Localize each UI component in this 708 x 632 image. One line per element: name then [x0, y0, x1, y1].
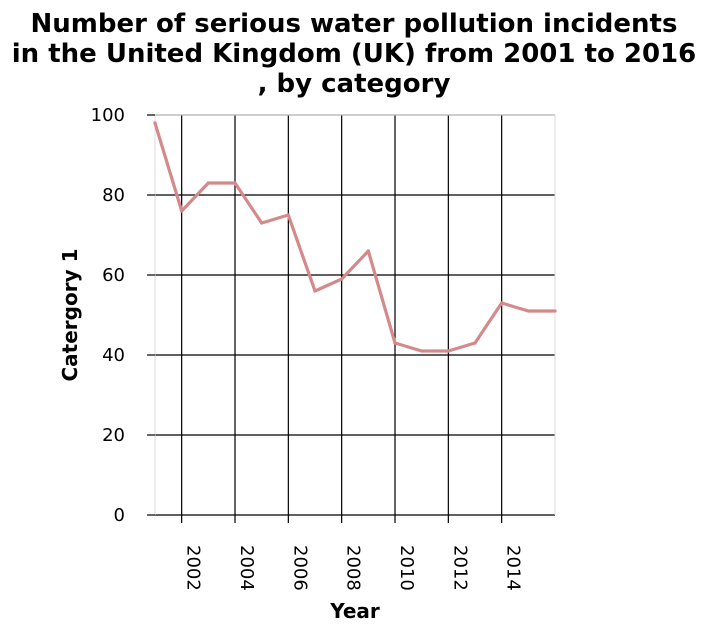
data-point-2016	[553, 309, 557, 313]
y-axis-label: Catergory 1	[58, 249, 82, 382]
data-point-2002	[180, 209, 184, 213]
x-tick-label-2014: 2014	[503, 545, 524, 591]
x-tick-label-2006: 2006	[289, 545, 310, 591]
data-point-2012	[446, 349, 450, 353]
data-point-2007	[313, 289, 317, 293]
data-point-2010	[393, 341, 397, 345]
axes	[154, 114, 556, 515]
x-tick-label-2002: 2002	[183, 545, 204, 591]
series-line-0	[153, 121, 557, 353]
data-point-2013	[473, 341, 477, 345]
data-point-2001	[153, 121, 157, 125]
data-point-2004	[233, 181, 237, 185]
data-point-2011	[420, 349, 424, 353]
chart-title: Number of serious water pollution incide…	[12, 9, 697, 99]
y-tick-label-40: 40	[102, 345, 125, 366]
y-tick-label-80: 80	[102, 185, 125, 206]
x-tick-label-2012: 2012	[449, 545, 470, 591]
data-point-2005	[260, 221, 264, 225]
x-axis-ticks: 2002 2004 2006 2008 2010 2012 2014	[181, 515, 524, 591]
y-tick-label-60: 60	[102, 265, 125, 286]
y-tick-label-0: 0	[114, 505, 125, 526]
x-tick-label-2010: 2010	[396, 545, 417, 591]
data-point-2003	[206, 181, 210, 185]
x-axis-label: Year	[329, 599, 380, 623]
data-point-2006	[286, 213, 290, 217]
x-tick-label-2004: 2004	[236, 545, 257, 591]
chart-title-line-2: in the United Kingdom (UK) from 2001 to …	[12, 39, 697, 69]
series-layer	[153, 121, 557, 353]
y-axis-ticks: 0 20 40 60 80 100	[91, 105, 155, 526]
x-tick-label-2008: 2008	[343, 545, 364, 591]
y-tick-label-100: 100	[91, 105, 125, 126]
chart-title-line-3: , by category	[258, 69, 451, 99]
data-point-2008	[340, 277, 344, 281]
data-point-2014	[500, 301, 504, 305]
data-point-2015	[526, 309, 530, 313]
y-tick-label-20: 20	[102, 425, 125, 446]
data-point-2009	[366, 249, 370, 253]
chart-title-line-1: Number of serious water pollution incide…	[31, 9, 678, 39]
